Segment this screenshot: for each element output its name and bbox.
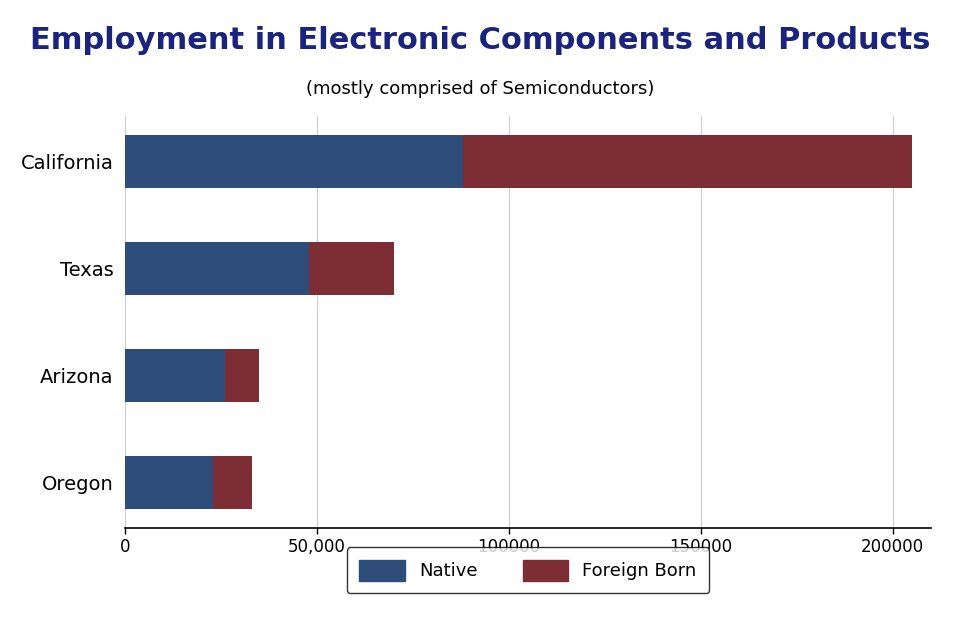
Bar bbox=[125, 135, 463, 188]
Bar bbox=[213, 456, 252, 509]
Bar bbox=[125, 456, 213, 509]
Text: Employment in Electronic Components and Products: Employment in Electronic Components and … bbox=[30, 26, 930, 55]
Bar bbox=[309, 242, 394, 295]
Bar bbox=[225, 349, 259, 402]
Text: (mostly comprised of Semiconductors): (mostly comprised of Semiconductors) bbox=[306, 80, 654, 99]
Bar bbox=[125, 242, 309, 295]
Bar bbox=[463, 135, 912, 188]
Bar bbox=[125, 349, 225, 402]
Legend: Native, Foreign Born: Native, Foreign Born bbox=[347, 547, 709, 593]
